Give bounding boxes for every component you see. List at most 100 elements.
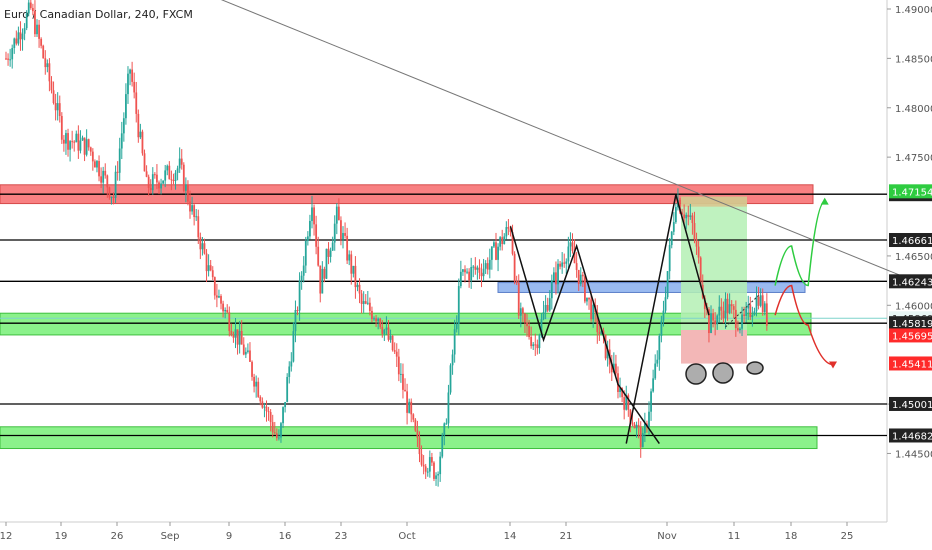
zone-blue bbox=[497, 282, 806, 293]
candle-body bbox=[337, 206, 340, 221]
x-tick-label: 21 bbox=[560, 531, 573, 542]
candle-body bbox=[422, 464, 425, 467]
candle-body bbox=[598, 332, 601, 335]
candle-body bbox=[755, 296, 758, 312]
x-tick-label: 11 bbox=[728, 531, 741, 542]
candle-body bbox=[621, 388, 624, 398]
candle-body bbox=[135, 92, 138, 114]
candle-body bbox=[199, 237, 202, 250]
candle-body bbox=[116, 171, 119, 173]
candle-body bbox=[160, 183, 162, 189]
candle-body bbox=[517, 282, 520, 316]
candle-body bbox=[699, 257, 702, 285]
candle-body bbox=[635, 424, 638, 429]
candle-body bbox=[344, 233, 346, 236]
candle-body bbox=[27, 2, 30, 14]
candle-body bbox=[495, 242, 497, 260]
candle-body bbox=[751, 315, 754, 317]
candle-body bbox=[507, 227, 510, 229]
candle-body bbox=[557, 263, 559, 285]
candle-body bbox=[393, 350, 396, 352]
candle-body bbox=[62, 139, 65, 144]
candle-body bbox=[98, 161, 100, 177]
candle-body bbox=[406, 391, 408, 413]
candle-body bbox=[284, 401, 287, 408]
candle-body bbox=[340, 220, 342, 240]
candle-body bbox=[242, 344, 245, 355]
candle-body bbox=[366, 302, 369, 304]
candle-body bbox=[548, 298, 551, 311]
candle-body bbox=[399, 373, 402, 375]
candle-body bbox=[528, 326, 530, 337]
candle-body bbox=[321, 268, 324, 294]
candle-body bbox=[488, 259, 491, 270]
candle-body bbox=[579, 274, 582, 285]
candle-body bbox=[184, 184, 187, 191]
candle-body bbox=[428, 457, 431, 472]
candle-body bbox=[125, 94, 127, 119]
candle-body bbox=[389, 335, 392, 340]
candle-body bbox=[550, 280, 553, 299]
candle-body bbox=[722, 310, 725, 319]
candle-body bbox=[402, 373, 404, 390]
candle-body bbox=[9, 59, 12, 61]
candle-body bbox=[240, 330, 243, 345]
candle-body bbox=[257, 381, 260, 397]
x-tick-label: 14 bbox=[504, 531, 517, 542]
candle-body bbox=[439, 456, 442, 475]
candle-body bbox=[149, 187, 152, 191]
candle-body bbox=[282, 407, 284, 424]
candle-body bbox=[335, 206, 338, 224]
candle-body bbox=[29, 2, 32, 8]
candle-body bbox=[350, 254, 353, 274]
x-tick-label: 9 bbox=[226, 531, 232, 542]
candle-body bbox=[286, 376, 289, 402]
candle-body bbox=[532, 344, 535, 347]
candle-body bbox=[137, 113, 140, 138]
candle-body bbox=[319, 265, 322, 294]
candle-body bbox=[476, 267, 479, 270]
candle-body bbox=[726, 298, 729, 314]
candle-body bbox=[220, 296, 222, 304]
candle-body bbox=[741, 314, 743, 329]
candle-body bbox=[424, 466, 427, 472]
candle-body bbox=[158, 182, 160, 189]
candle-body bbox=[112, 196, 115, 198]
candle-body bbox=[470, 267, 473, 281]
price-label: 1.45695 bbox=[892, 331, 932, 342]
candle-body bbox=[104, 170, 107, 176]
candle-body bbox=[433, 462, 435, 479]
candle-body bbox=[373, 318, 375, 320]
candle-body bbox=[457, 286, 460, 324]
candle-body bbox=[633, 424, 636, 429]
pattern-marker-icon bbox=[685, 363, 707, 385]
candle-body bbox=[761, 295, 764, 313]
x-tick-label: 26 bbox=[111, 531, 124, 542]
candle-body bbox=[691, 215, 694, 224]
candle-body bbox=[222, 303, 224, 312]
candle-body bbox=[397, 356, 400, 375]
candle-body bbox=[79, 140, 82, 151]
candle-body bbox=[592, 304, 595, 320]
candle-body bbox=[129, 69, 131, 74]
candle-body bbox=[236, 329, 239, 345]
price-label-tag bbox=[889, 316, 932, 331]
candle-body bbox=[56, 103, 59, 111]
candle-body bbox=[153, 174, 156, 176]
candle-body bbox=[552, 272, 555, 281]
candle-body bbox=[499, 237, 502, 247]
candle-body bbox=[472, 266, 475, 268]
candle-body bbox=[302, 265, 305, 276]
candle-body bbox=[544, 304, 547, 313]
candle-body bbox=[294, 309, 297, 332]
chart-title: Euro / Canadian Dollar, 240, FXCM bbox=[4, 8, 193, 21]
candle-body bbox=[728, 304, 731, 314]
candle-body bbox=[246, 350, 249, 352]
candle-body bbox=[416, 430, 419, 438]
candle-body bbox=[493, 242, 495, 247]
candle-body bbox=[693, 223, 696, 240]
candle-body bbox=[468, 271, 471, 281]
candle-body bbox=[311, 207, 313, 221]
candle-body bbox=[317, 246, 320, 266]
